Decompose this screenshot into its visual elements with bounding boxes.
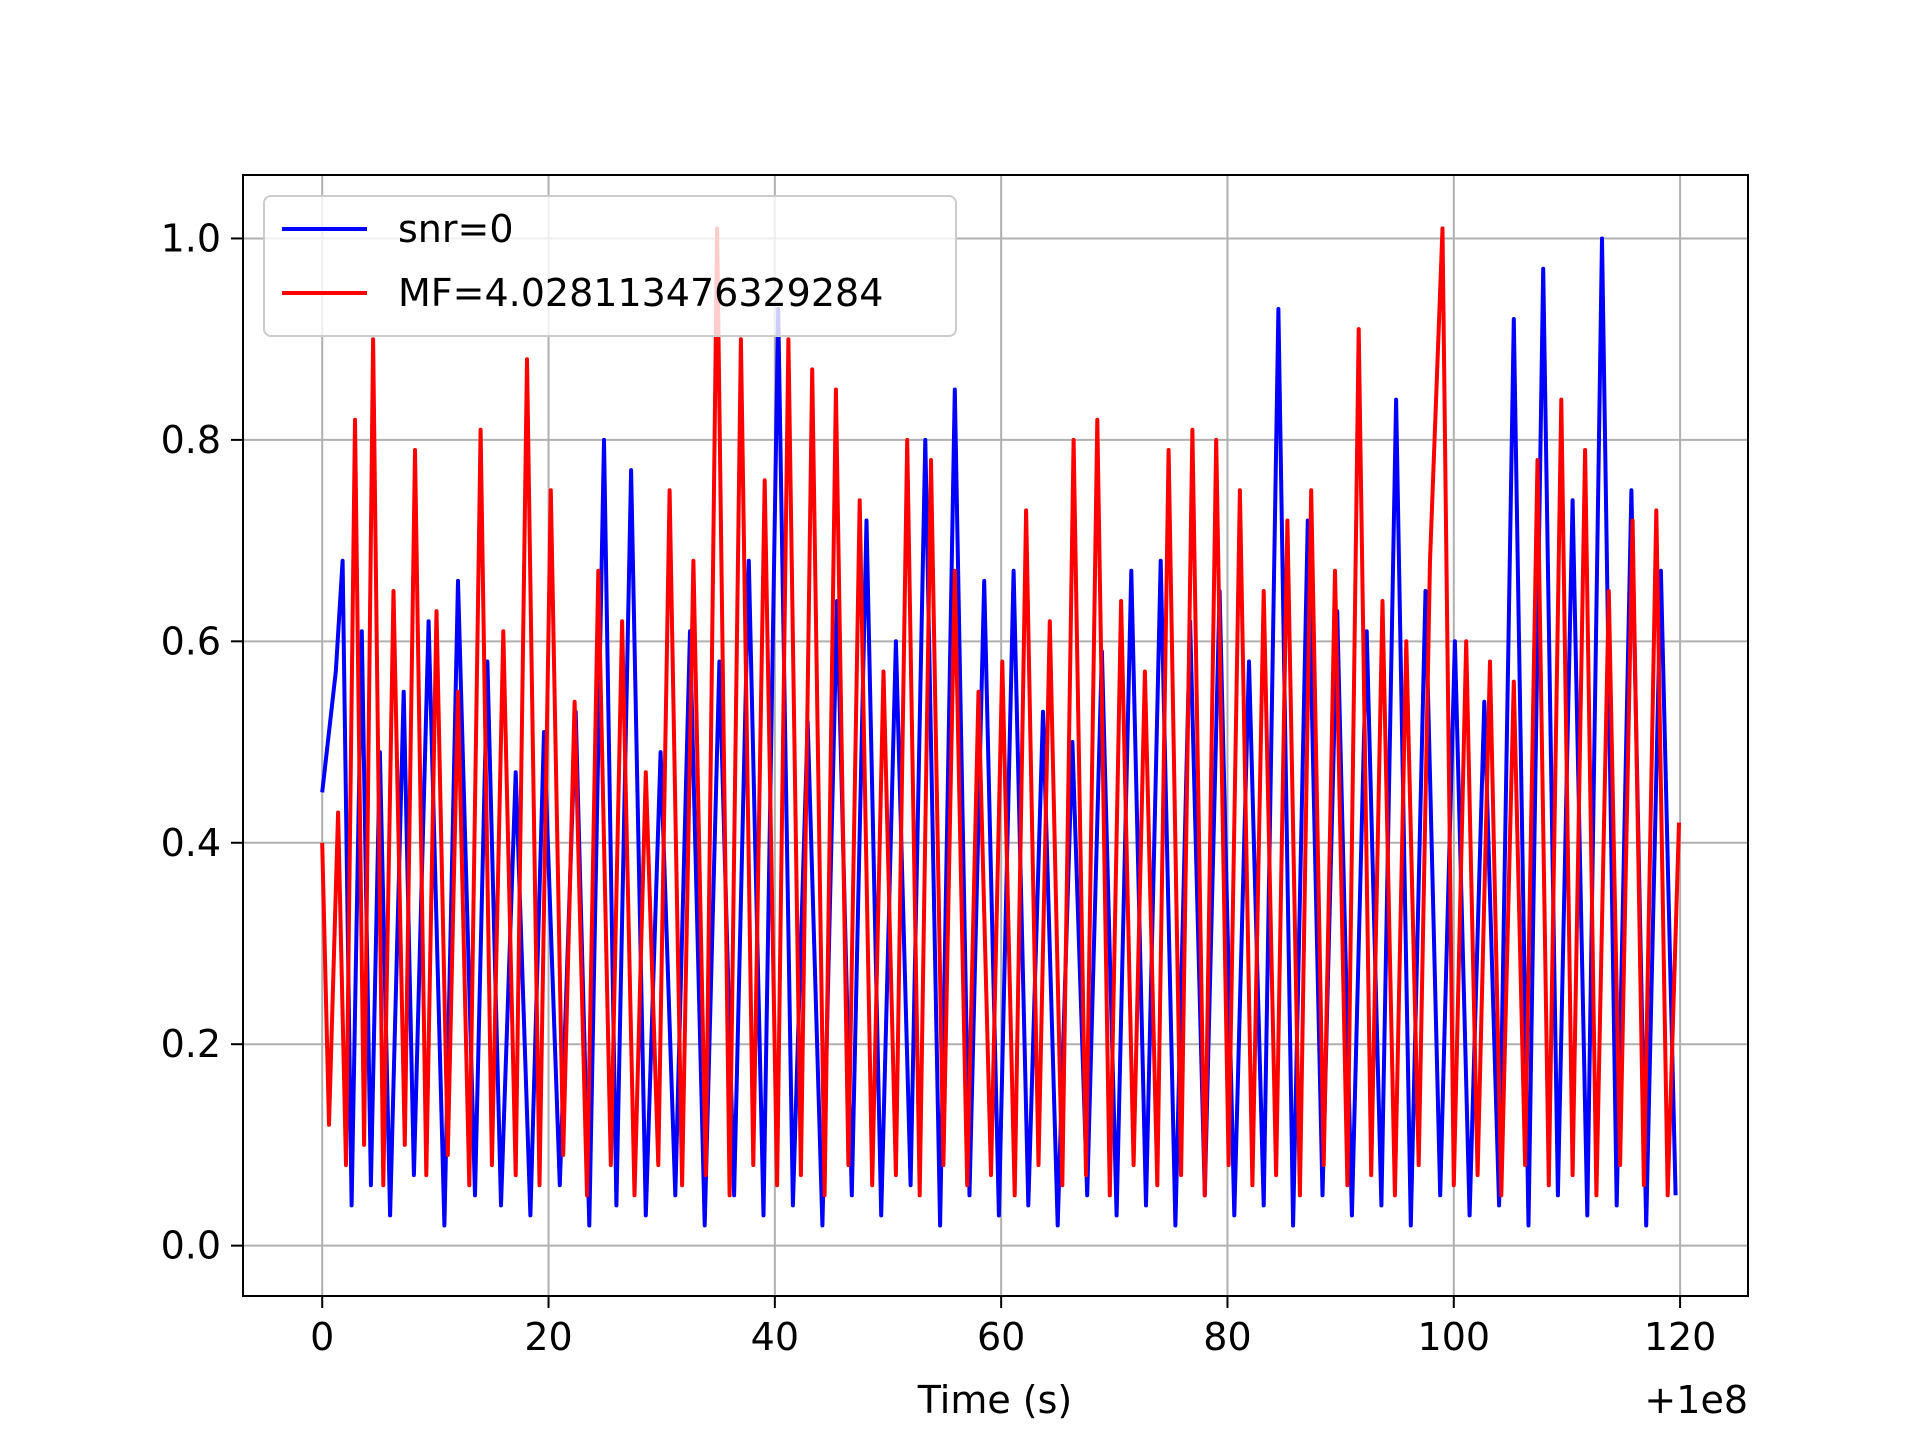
plot-area: [320, 226, 1681, 1228]
y-tick-label: 0.8: [161, 418, 221, 462]
axis-ticks: 0 20 40 60 80 100 120 0.0 0.2 0.4 0.6 0.8 1.0: [161, 216, 1717, 1359]
series-line-0: [320, 236, 1678, 1228]
x-tick-label: 100: [1418, 1315, 1491, 1359]
x-tick-label: 60: [977, 1315, 1025, 1359]
axes-frame: [242, 174, 1749, 1297]
legend-label-mf: MF=4.028113476329284: [398, 271, 883, 315]
series-lines: [320, 226, 1681, 1228]
x-tick-label: 0: [310, 1315, 334, 1359]
legend-box: [263, 195, 957, 337]
legend: snr=0 MF=4.028113476329284: [263, 195, 957, 337]
y-tick-label: 0.2: [161, 1022, 221, 1066]
y-tick-label: 0.6: [161, 619, 221, 663]
x-tick-label: 20: [524, 1315, 572, 1359]
x-tick-label: 40: [751, 1315, 799, 1359]
series-line-1: [320, 226, 1681, 1198]
x-axis-offset-label: +1e8: [1644, 1378, 1748, 1422]
x-axis-label: Time (s): [917, 1378, 1073, 1422]
y-tick-label: 1.0: [161, 216, 221, 260]
y-tick-label: 0.4: [161, 821, 221, 865]
x-tick-label: 120: [1644, 1315, 1717, 1359]
x-tick-label: 80: [1203, 1315, 1251, 1359]
y-tick-label: 0.0: [161, 1224, 221, 1268]
legend-label-snr: snr=0: [398, 207, 514, 251]
